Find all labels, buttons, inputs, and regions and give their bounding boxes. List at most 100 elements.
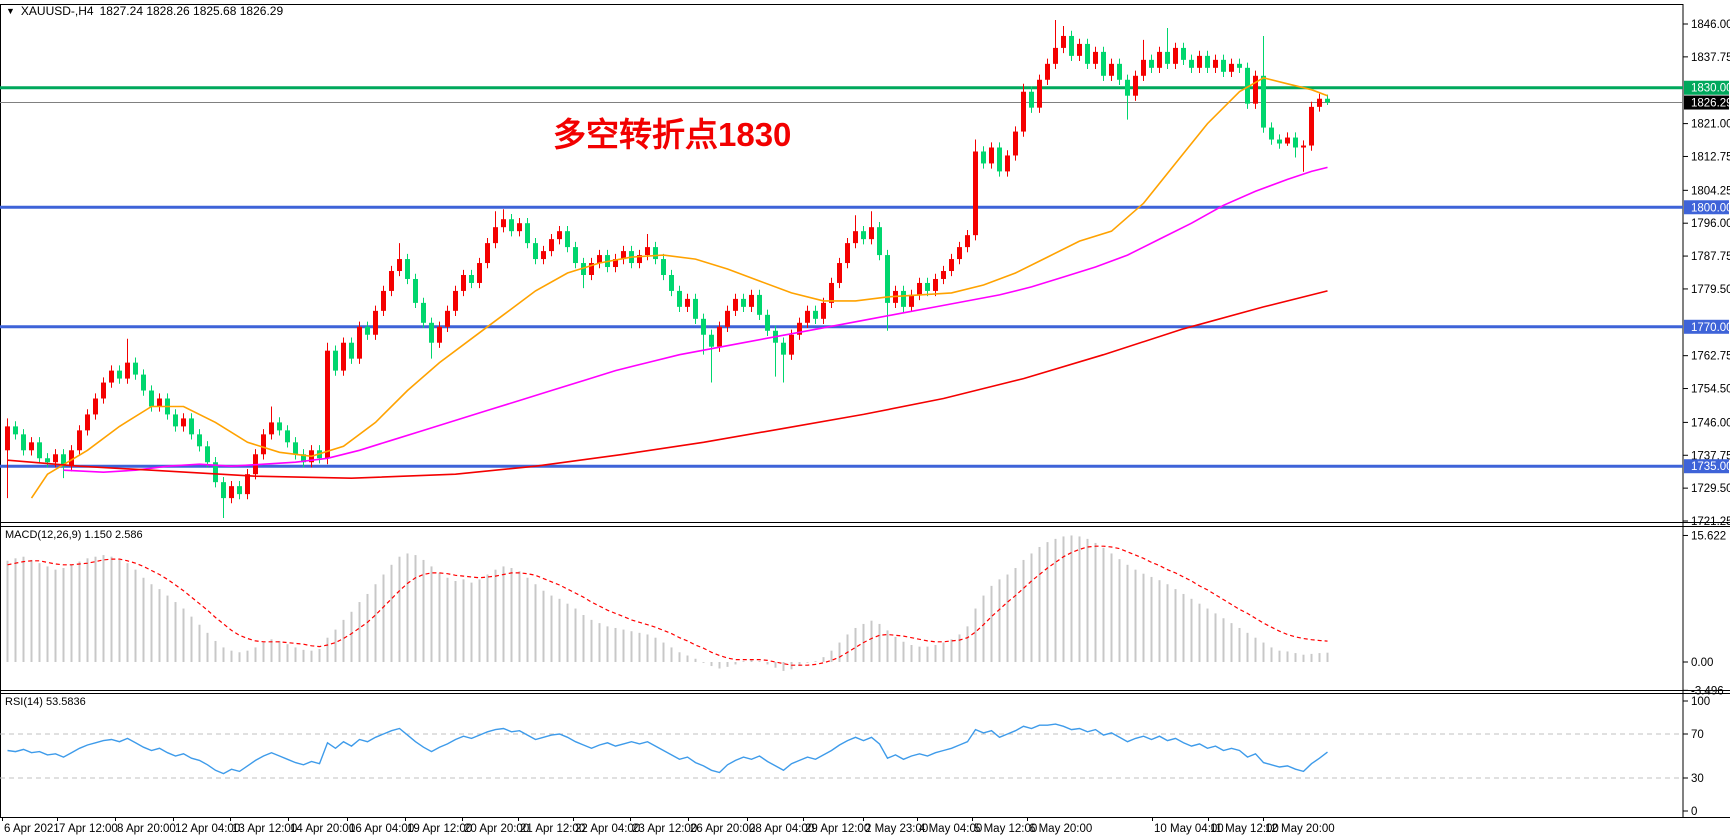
- time-tick-label[interactable]: 16 Apr 04:00: [349, 823, 414, 835]
- candle-body: [1013, 131, 1018, 156]
- candle-body: [125, 362, 130, 379]
- time-tick-label[interactable]: 6 May 20:00: [1029, 823, 1092, 835]
- candle-body: [1229, 63, 1234, 72]
- macd-indicator-label: MACD(12,26,9) 1.150 2.586: [5, 529, 143, 541]
- candle-body: [1061, 35, 1066, 48]
- time-tick-label[interactable]: 5 May 12:00: [974, 823, 1037, 835]
- candle-body: [1109, 63, 1114, 76]
- ma-mid-line[interactable]: [63, 166, 1328, 474]
- time-tick-label[interactable]: 10 May 04:00: [1154, 823, 1224, 835]
- candle-body: [261, 434, 266, 455]
- candle-body: [797, 322, 802, 335]
- candle-body: [229, 486, 234, 499]
- candle-body: [637, 255, 642, 264]
- candle-body: [805, 310, 810, 323]
- time-tick-label[interactable]: 28 Apr 04:00: [749, 823, 814, 835]
- candle-body: [69, 450, 74, 467]
- candle-body: [349, 342, 354, 359]
- time-tick-label[interactable]: 7 Apr 12:00: [59, 823, 118, 835]
- candle-body: [365, 326, 370, 335]
- price-tick-label: 1729.50: [1691, 483, 1730, 495]
- candle-body: [189, 418, 194, 435]
- macd-signal-line[interactable]: [7, 545, 1328, 666]
- rsi-scale-label: 30: [1691, 773, 1704, 785]
- rsi-scale-label: 70: [1691, 729, 1704, 741]
- candle-body: [453, 290, 458, 311]
- candle-body: [1101, 51, 1106, 76]
- price-tick-label: 1804.25: [1691, 185, 1730, 197]
- candle-body: [501, 219, 506, 228]
- candle-body: [1325, 98, 1330, 103]
- candle-body: [533, 243, 538, 260]
- time-tick-label[interactable]: 11 May 12:00: [1210, 823, 1279, 835]
- chart-frame: [0, 4, 1684, 818]
- candle-body: [1261, 75, 1266, 128]
- price-badge[interactable]: [1684, 80, 1729, 95]
- candle-body: [1189, 59, 1194, 68]
- candle-body: [293, 442, 298, 455]
- candle-body: [437, 326, 442, 343]
- candle-body: [709, 334, 714, 347]
- candle-body: [813, 310, 818, 319]
- candle-body: [885, 255, 890, 303]
- candle-body: [277, 422, 282, 431]
- time-tick-label[interactable]: 26 Apr 20:00: [690, 823, 755, 835]
- candle-body: [397, 259, 402, 272]
- time-tick-label[interactable]: 14 Apr 20:00: [290, 823, 355, 835]
- time-tick-label[interactable]: 20 Apr 20:00: [464, 823, 529, 835]
- time-tick-label[interactable]: 21 Apr 12:00: [520, 823, 585, 835]
- candle-body: [173, 414, 178, 427]
- candle-body: [1293, 137, 1298, 148]
- candle-body: [373, 310, 378, 335]
- candle-body: [1045, 63, 1050, 80]
- candle-body: [829, 282, 834, 303]
- time-tick-label[interactable]: 4 May 04:00: [919, 823, 982, 835]
- candle-body: [509, 219, 514, 232]
- candle-body: [1069, 35, 1074, 56]
- time-tick-label[interactable]: 29 Apr 12:00: [805, 823, 870, 835]
- ma-slow-line[interactable]: [7, 290, 1328, 480]
- time-tick-label[interactable]: 23 Apr 12:00: [632, 823, 697, 835]
- ma-fast-line[interactable]: [30, 76, 1328, 499]
- time-tick-label[interactable]: 19 Apr 12:00: [407, 823, 472, 835]
- symbol-expander-icon[interactable]: ▼: [6, 6, 15, 16]
- candle-body: [965, 235, 970, 248]
- candle-body: [5, 426, 10, 451]
- candle-body: [149, 390, 154, 407]
- rsi-line[interactable]: [7, 723, 1328, 775]
- candle-body: [549, 239, 554, 252]
- annotation-text[interactable]: 多空转折点1830: [553, 116, 792, 153]
- price-badge[interactable]: [1684, 200, 1729, 215]
- candle-body: [757, 294, 762, 315]
- candle-body: [285, 430, 290, 443]
- candle-body: [733, 298, 738, 311]
- candle-body: [13, 426, 18, 435]
- candle-body: [821, 302, 826, 319]
- time-tick-label[interactable]: 12 May 20:00: [1265, 823, 1335, 835]
- candle-body: [1237, 63, 1242, 68]
- candle-body: [925, 282, 930, 291]
- candle-body: [1021, 91, 1026, 132]
- candle-body: [717, 326, 722, 347]
- rsi-indicator-label: RSI(14) 53.5836: [5, 696, 86, 708]
- candle-body: [853, 231, 858, 244]
- time-tick-label[interactable]: 22 Apr 04:00: [575, 823, 640, 835]
- candle-body: [1077, 43, 1082, 56]
- candle-body: [245, 474, 250, 495]
- macd-histogram: [6, 535, 1329, 671]
- time-tick-label[interactable]: 13 Apr 12:00: [232, 823, 297, 835]
- candle-body: [1085, 43, 1090, 64]
- time-tick-label[interactable]: 2 May 23:00: [865, 823, 928, 835]
- candle-body: [1253, 75, 1258, 104]
- time-tick-label[interactable]: 8 Apr 20:00: [117, 823, 176, 835]
- price-badge[interactable]: [1684, 319, 1729, 334]
- price-badge[interactable]: [1684, 459, 1729, 474]
- time-tick-label[interactable]: 6 Apr 2021: [4, 823, 60, 835]
- time-tick-label[interactable]: 12 Apr 04:00: [175, 823, 240, 835]
- candle-body: [197, 434, 202, 447]
- candle-body: [573, 247, 578, 264]
- price-badge[interactable]: [1684, 95, 1729, 110]
- candle-body: [661, 259, 666, 275]
- rsi-scale-label: 0: [1691, 806, 1697, 818]
